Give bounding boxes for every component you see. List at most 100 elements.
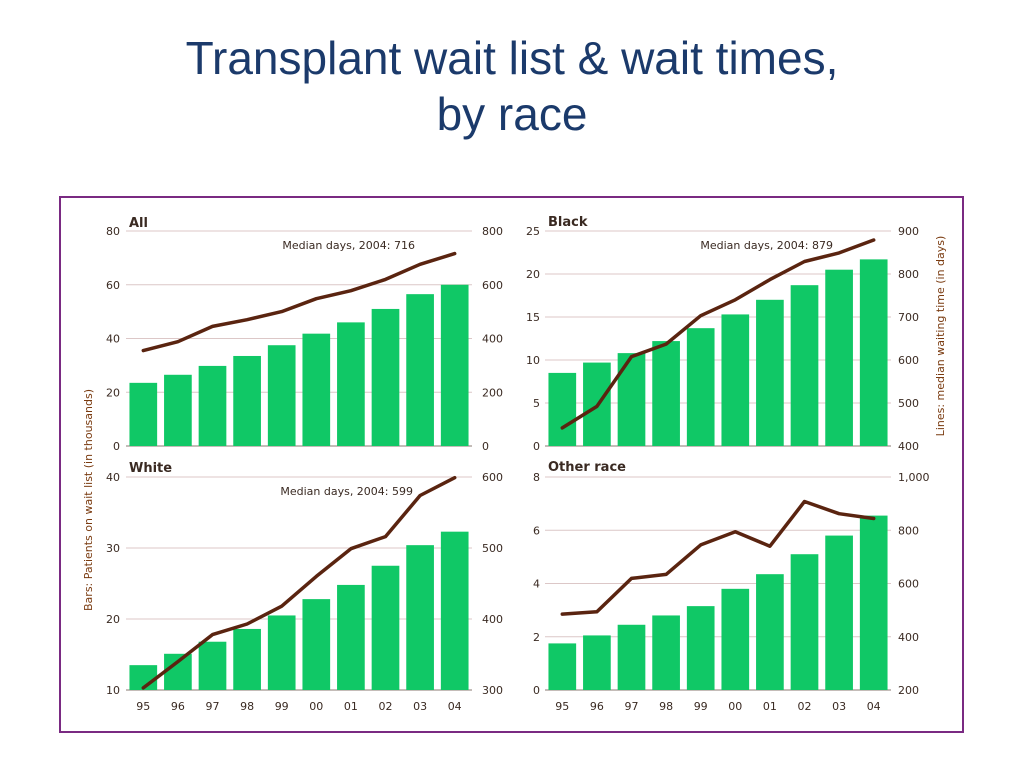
right-tick-label: 800 bbox=[898, 268, 919, 281]
x-tick-label: 04 bbox=[448, 700, 462, 713]
left-tick-label: 40 bbox=[106, 471, 120, 484]
x-tick-label: 99 bbox=[275, 700, 289, 713]
right-tick-label: 1,000 bbox=[898, 471, 930, 484]
line-point bbox=[837, 251, 841, 255]
bar bbox=[617, 353, 646, 446]
left-tick-label: 60 bbox=[106, 279, 120, 292]
line-point bbox=[315, 575, 318, 578]
left-tick-label: 0 bbox=[533, 440, 540, 453]
x-tick-label: 97 bbox=[625, 700, 639, 713]
panel-title: Black bbox=[548, 215, 588, 230]
right-tick-label: 800 bbox=[898, 524, 919, 537]
right-tick-label: 400 bbox=[482, 613, 503, 626]
x-tick-label: 95 bbox=[136, 700, 150, 713]
x-tick-label: 03 bbox=[413, 700, 427, 713]
line-point bbox=[595, 610, 599, 613]
line-point bbox=[384, 278, 387, 281]
left-tick-label: 10 bbox=[526, 354, 540, 367]
slide-title-line-1: Transplant wait list & wait times, bbox=[185, 32, 839, 84]
left-tick-label: 15 bbox=[526, 311, 540, 324]
x-tick-label: 00 bbox=[728, 700, 742, 713]
left-tick-label: 0 bbox=[533, 684, 540, 697]
left-tick-label: 20 bbox=[106, 386, 120, 399]
line-point bbox=[630, 355, 633, 358]
left-tick-label: 5 bbox=[533, 397, 540, 410]
bar bbox=[440, 284, 469, 446]
bar bbox=[198, 641, 227, 690]
bar bbox=[790, 554, 819, 690]
right-tick-label: 400 bbox=[898, 440, 919, 453]
bar bbox=[686, 606, 715, 690]
bar bbox=[233, 628, 261, 690]
bar bbox=[652, 341, 680, 446]
line-point bbox=[803, 500, 806, 503]
bar bbox=[617, 624, 646, 690]
right-tick-label: 600 bbox=[482, 471, 503, 484]
bar bbox=[548, 372, 577, 446]
bar bbox=[267, 345, 296, 446]
bar bbox=[790, 285, 819, 446]
line-point bbox=[142, 349, 145, 352]
bar bbox=[859, 515, 888, 690]
median-days-line bbox=[141, 475, 457, 690]
line-point bbox=[176, 660, 180, 663]
line-point bbox=[453, 252, 456, 255]
bar bbox=[198, 365, 227, 446]
line-point bbox=[245, 622, 249, 626]
right-tick-label: 900 bbox=[898, 225, 919, 238]
panel-title: All bbox=[129, 216, 148, 231]
bar bbox=[756, 574, 784, 690]
chart-panel-black: 0 5 10 15 20 25 400 500 600 700 800 900 Black Median … bbox=[526, 215, 919, 453]
bar bbox=[302, 599, 331, 690]
line-point bbox=[315, 297, 318, 300]
line-point bbox=[734, 530, 737, 534]
x-tick-label: 99 bbox=[694, 700, 708, 713]
x-tick-label: 98 bbox=[240, 700, 254, 713]
right-tick-label: 200 bbox=[898, 684, 919, 697]
left-tick-label: 80 bbox=[106, 225, 120, 238]
line-point bbox=[768, 278, 772, 281]
bar bbox=[721, 314, 750, 446]
left-tick-label: 4 bbox=[533, 578, 540, 591]
bar bbox=[371, 565, 400, 690]
bar bbox=[440, 531, 469, 690]
x-tick-label: 02 bbox=[798, 700, 812, 713]
left-tick-label: 20 bbox=[526, 268, 540, 281]
median-days-line bbox=[560, 499, 876, 616]
bar bbox=[233, 355, 261, 446]
left-tick-label: 0 bbox=[113, 440, 120, 453]
right-tick-label: 300 bbox=[482, 684, 503, 697]
line-point bbox=[211, 325, 214, 328]
x-tick-label: 96 bbox=[171, 700, 185, 713]
bar bbox=[337, 322, 365, 446]
bar bbox=[756, 299, 784, 446]
line-point bbox=[872, 517, 875, 520]
line-point bbox=[142, 686, 145, 690]
x-tick-label: 98 bbox=[659, 700, 673, 713]
line-point bbox=[664, 342, 668, 346]
bar bbox=[825, 269, 853, 446]
line-point bbox=[872, 238, 875, 242]
line-point bbox=[349, 547, 353, 550]
bar bbox=[825, 535, 853, 690]
bar bbox=[371, 308, 400, 446]
x-tick-label: 95 bbox=[555, 700, 569, 713]
line-point bbox=[453, 476, 456, 479]
line-point bbox=[837, 512, 841, 515]
bar bbox=[302, 333, 331, 446]
right-tick-label: 200 bbox=[482, 386, 503, 399]
median-days-line bbox=[141, 251, 457, 353]
line-point bbox=[630, 577, 633, 580]
line-point bbox=[803, 260, 806, 263]
bar bbox=[267, 615, 296, 690]
line-point bbox=[768, 545, 772, 548]
left-tick-label: 8 bbox=[533, 471, 540, 484]
line-point bbox=[176, 340, 180, 343]
bar bbox=[337, 584, 365, 690]
right-tick-label: 400 bbox=[482, 333, 503, 346]
bar bbox=[406, 545, 434, 690]
x-tick-label: 03 bbox=[832, 700, 846, 713]
slide-title-line-2: by race bbox=[436, 88, 588, 140]
